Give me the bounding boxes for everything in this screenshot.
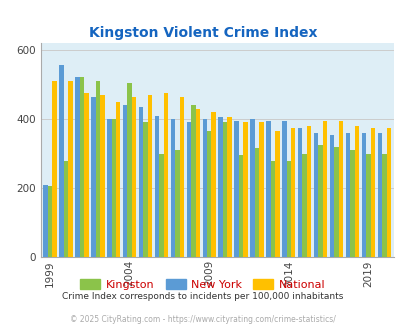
Bar bbox=[386, 128, 390, 257]
Bar bbox=[234, 121, 238, 257]
Bar bbox=[127, 83, 132, 257]
Text: © 2025 CityRating.com - https://www.cityrating.com/crime-statistics/: © 2025 CityRating.com - https://www.city… bbox=[70, 315, 335, 324]
Bar bbox=[286, 160, 290, 257]
Bar bbox=[275, 131, 279, 257]
Bar bbox=[333, 147, 338, 257]
Bar bbox=[91, 96, 96, 257]
Bar bbox=[195, 109, 200, 257]
Bar bbox=[338, 121, 342, 257]
Bar bbox=[207, 131, 211, 257]
Bar bbox=[322, 121, 326, 257]
Bar bbox=[361, 133, 365, 257]
Bar bbox=[211, 112, 215, 257]
Bar bbox=[159, 153, 163, 257]
Bar bbox=[329, 135, 333, 257]
Bar bbox=[258, 122, 263, 257]
Text: Crime Index corresponds to incidents per 100,000 inhabitants: Crime Index corresponds to incidents per… bbox=[62, 292, 343, 301]
Bar bbox=[48, 186, 52, 257]
Legend: Kingston, New York, National: Kingston, New York, National bbox=[76, 275, 329, 294]
Bar bbox=[154, 115, 159, 257]
Bar bbox=[381, 153, 386, 257]
Bar bbox=[139, 107, 143, 257]
Bar bbox=[302, 153, 306, 257]
Bar bbox=[377, 133, 381, 257]
Bar bbox=[345, 133, 350, 257]
Bar bbox=[143, 122, 147, 257]
Bar bbox=[64, 160, 68, 257]
Bar bbox=[84, 93, 88, 257]
Bar bbox=[243, 122, 247, 257]
Bar bbox=[227, 117, 231, 257]
Bar bbox=[254, 148, 258, 257]
Bar bbox=[313, 133, 318, 257]
Bar bbox=[59, 65, 64, 257]
Bar bbox=[175, 150, 179, 257]
Bar bbox=[75, 78, 79, 257]
Bar bbox=[350, 150, 354, 257]
Bar bbox=[186, 122, 191, 257]
Bar bbox=[123, 105, 127, 257]
Bar bbox=[68, 81, 72, 257]
Bar bbox=[116, 102, 120, 257]
Bar bbox=[318, 145, 322, 257]
Bar bbox=[370, 128, 374, 257]
Bar bbox=[290, 128, 295, 257]
Bar bbox=[179, 96, 183, 257]
Bar bbox=[191, 105, 195, 257]
Bar bbox=[52, 81, 57, 257]
Bar bbox=[354, 126, 358, 257]
Bar bbox=[281, 121, 286, 257]
Bar bbox=[79, 78, 84, 257]
Bar bbox=[306, 126, 311, 257]
Bar bbox=[111, 119, 116, 257]
Bar bbox=[147, 95, 152, 257]
Bar bbox=[250, 119, 254, 257]
Bar bbox=[100, 95, 104, 257]
Bar bbox=[163, 93, 168, 257]
Bar bbox=[43, 185, 48, 257]
Bar bbox=[238, 155, 243, 257]
Bar bbox=[107, 119, 111, 257]
Text: Kingston Violent Crime Index: Kingston Violent Crime Index bbox=[89, 26, 316, 40]
Bar bbox=[222, 122, 227, 257]
Bar bbox=[202, 119, 207, 257]
Bar bbox=[270, 160, 275, 257]
Bar bbox=[266, 121, 270, 257]
Bar bbox=[218, 117, 222, 257]
Bar bbox=[96, 81, 100, 257]
Bar bbox=[297, 128, 302, 257]
Bar bbox=[132, 96, 136, 257]
Bar bbox=[171, 119, 175, 257]
Bar bbox=[365, 153, 370, 257]
